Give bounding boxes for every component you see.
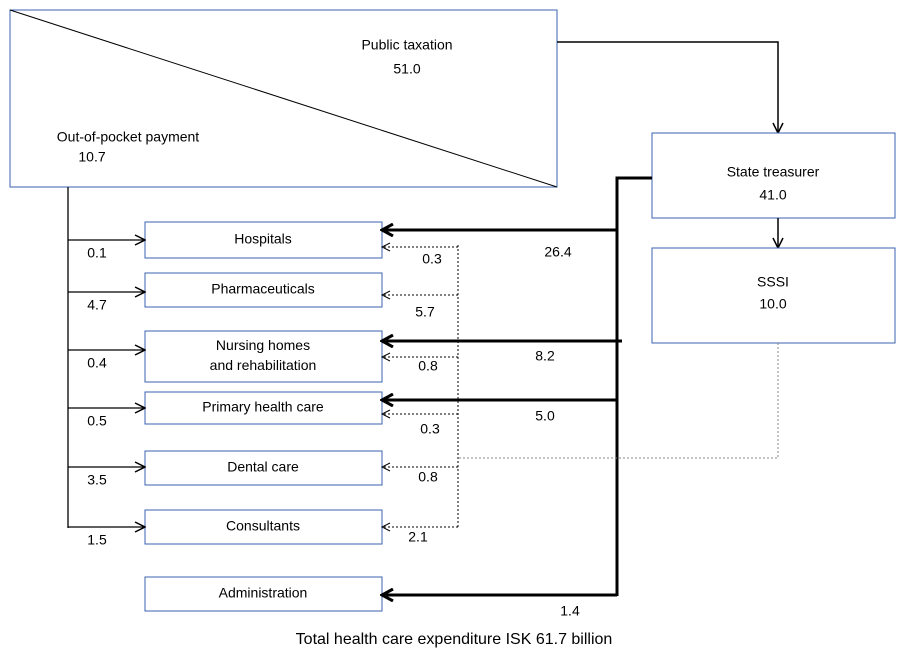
state-treasurer-box bbox=[651, 132, 896, 219]
provider-label: Pharmaceuticals bbox=[211, 281, 315, 297]
flow-label: 2.1 bbox=[408, 529, 428, 545]
flow-label: 8.2 bbox=[535, 348, 555, 364]
flow-label: 0.5 bbox=[87, 413, 107, 429]
sssi-box bbox=[651, 247, 896, 344]
source-value: 51.0 bbox=[393, 61, 420, 77]
flow-label: 1.5 bbox=[87, 532, 107, 548]
flow-arrow bbox=[557, 41, 778, 133]
flow-label: 26.4 bbox=[544, 244, 571, 260]
provider-label: Consultants bbox=[226, 518, 300, 534]
provider-box bbox=[144, 576, 383, 612]
flow-label: 0.3 bbox=[422, 251, 442, 267]
flow-line bbox=[458, 343, 779, 459]
provider-box bbox=[144, 330, 383, 383]
flow-label: 3.5 bbox=[87, 472, 107, 488]
flow-label: 1.4 bbox=[560, 603, 580, 619]
source-label: Out-of-pocket payment bbox=[57, 129, 200, 145]
provider-box bbox=[144, 509, 383, 545]
flow-label: 4.7 bbox=[87, 297, 107, 313]
source-label: SSSI bbox=[757, 274, 789, 290]
provider-label: and rehabilitation bbox=[210, 357, 317, 373]
provider-box bbox=[144, 450, 383, 486]
provider-label: Administration bbox=[219, 585, 308, 601]
provider-label: Hospitals bbox=[234, 231, 292, 247]
diagonal bbox=[9, 9, 558, 188]
source-label: Public taxation bbox=[361, 37, 452, 53]
flow-label: 0.4 bbox=[87, 355, 107, 371]
flow-label: 0.8 bbox=[418, 358, 438, 374]
provider-label: Dental care bbox=[227, 459, 299, 475]
provider-label: Primary health care bbox=[202, 399, 324, 415]
provider-box bbox=[144, 272, 383, 308]
source-value: 41.0 bbox=[759, 187, 786, 203]
caption: Total health care expenditure ISK 61.7 b… bbox=[296, 631, 613, 648]
flow-label: 0.8 bbox=[418, 469, 438, 485]
flow-label: 5.7 bbox=[415, 304, 435, 320]
provider-box bbox=[144, 391, 383, 425]
flow-label: 0.3 bbox=[420, 421, 440, 437]
flow-label: 5.0 bbox=[535, 408, 555, 424]
provider-label: Nursing homes bbox=[216, 337, 310, 353]
flow-label: 0.1 bbox=[87, 245, 107, 261]
source-value: 10.7 bbox=[78, 149, 105, 165]
source-label: State treasurer bbox=[727, 164, 820, 180]
flow-line bbox=[615, 176, 652, 596]
source-value: 10.0 bbox=[759, 296, 786, 312]
